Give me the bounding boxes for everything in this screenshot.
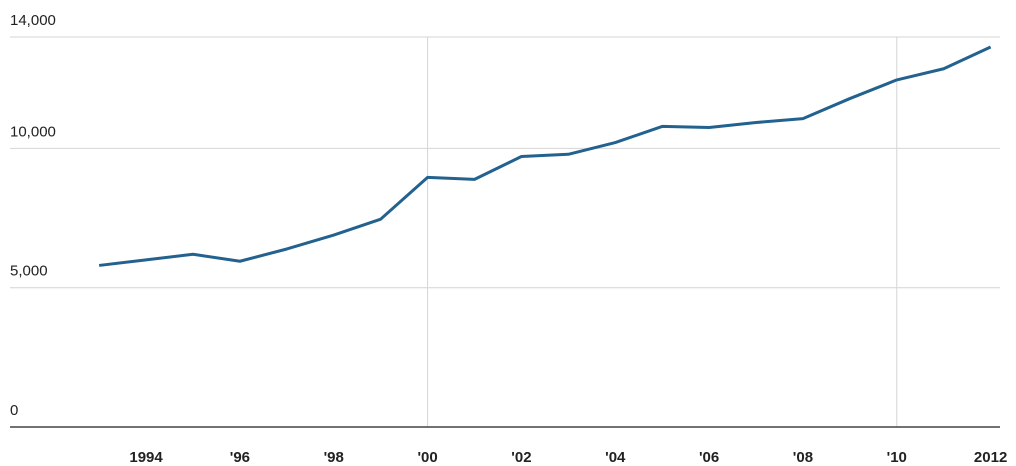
x-tick-label: '04 [605,449,626,466]
x-tick-label: 1994 [129,449,163,466]
x-tick-label: '02 [511,449,531,466]
x-tick-label: '08 [793,449,813,466]
y-tick-label: 10,000 [10,123,56,140]
line-series [98,45,992,267]
x-tick-label: '98 [324,449,344,466]
x-tick-label: '10 [887,449,907,466]
x-tick-label: '00 [417,449,437,466]
y-tick-label: 0 [10,402,18,419]
x-tick-label: '06 [699,449,719,466]
x-tick-label: '96 [230,449,250,466]
y-tick-label: 14,000 [10,12,56,29]
y-tick-label: 5,000 [10,263,48,280]
x-tick-label: 2012 [974,449,1007,466]
